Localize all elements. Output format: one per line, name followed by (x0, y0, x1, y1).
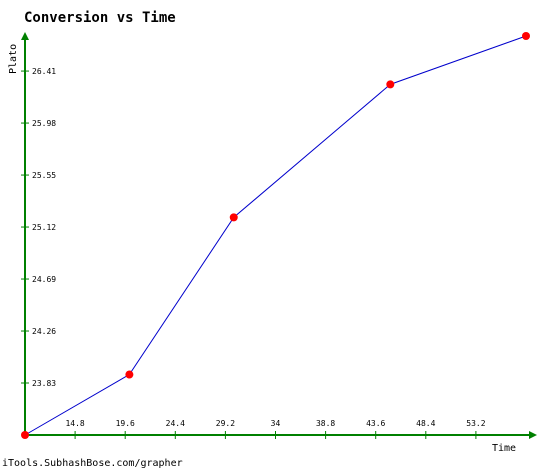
x-tick-label: 29.2 (216, 419, 235, 428)
y-tick-label: 25.12 (32, 223, 56, 232)
series (21, 32, 530, 439)
x-tick-label: 34 (271, 419, 281, 428)
y-tick-label: 26.41 (32, 67, 56, 76)
x-tick-label: 19.6 (116, 419, 135, 428)
series-line (24, 35, 527, 436)
axes (21, 32, 537, 439)
x-tick-label: 14.8 (65, 419, 84, 428)
x-axis-label: Time (492, 443, 516, 454)
footer-credit: iTools.SubhashBose.com/grapher (2, 458, 183, 469)
ticks: 14.8 19.6 24.4 29.2 34 38.8 43.6 48.4 53.2 23.83 2… (21, 67, 486, 439)
y-tick-label: 24.26 (32, 327, 56, 336)
data-point (125, 370, 134, 379)
data-point (386, 80, 395, 89)
x-tick-label: 38.8 (316, 419, 335, 428)
chart-title: Conversion vs Time (24, 10, 176, 26)
x-axis-arrow (529, 431, 537, 439)
x-tick-label: 53.2 (466, 419, 485, 428)
data-point (21, 431, 29, 439)
y-tick-label: 23.83 (32, 379, 56, 388)
y-tick-label: 25.55 (32, 171, 56, 180)
y-tick-label: 24.69 (32, 275, 56, 284)
x-tick-label: 48.4 (416, 419, 435, 428)
data-point (522, 32, 530, 40)
x-tick-label: 24.4 (166, 419, 185, 428)
y-axis-arrow (21, 32, 29, 40)
x-tick-label: 43.6 (366, 419, 385, 428)
data-point (229, 213, 238, 222)
y-axis-label: Plato (8, 44, 19, 74)
y-tick-label: 25.98 (32, 119, 56, 128)
